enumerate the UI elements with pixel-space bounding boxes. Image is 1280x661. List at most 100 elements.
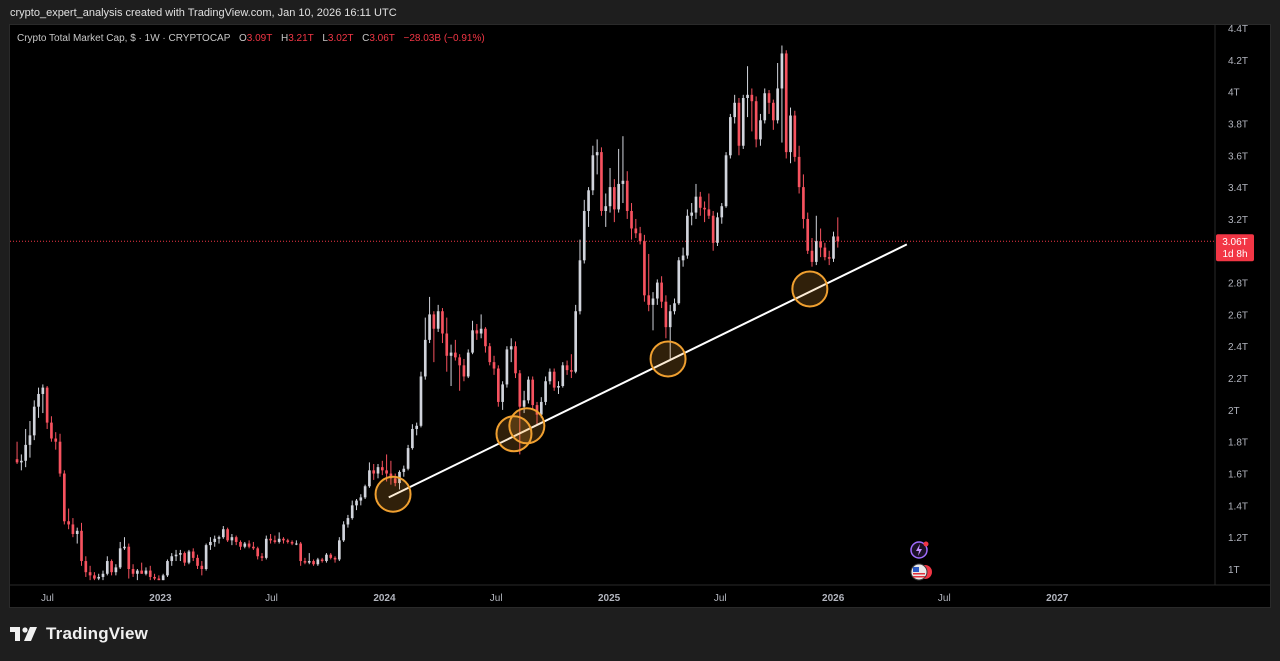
- candle-body[interactable]: [789, 115, 792, 153]
- candle-body[interactable]: [140, 570, 144, 574]
- candle-body[interactable]: [179, 553, 182, 555]
- candle-body[interactable]: [101, 573, 105, 577]
- candle-body[interactable]: [273, 540, 277, 542]
- candle-body[interactable]: [286, 540, 290, 542]
- candle-body[interactable]: [441, 311, 444, 334]
- candle-body[interactable]: [587, 190, 590, 211]
- touch-point-circle[interactable]: [374, 475, 412, 513]
- candle-body[interactable]: [638, 233, 642, 242]
- candle-body[interactable]: [320, 559, 324, 562]
- candle-body[interactable]: [522, 400, 526, 407]
- candle-body[interactable]: [806, 218, 810, 251]
- candle-body[interactable]: [363, 486, 367, 498]
- candle-body[interactable]: [741, 98, 745, 146]
- candle-body[interactable]: [204, 545, 208, 569]
- candle-body[interactable]: [110, 561, 113, 573]
- candle-body[interactable]: [243, 543, 247, 547]
- candle-body[interactable]: [295, 543, 298, 545]
- candle-body[interactable]: [484, 328, 487, 347]
- candle-body[interactable]: [694, 196, 698, 213]
- candle-body[interactable]: [187, 551, 191, 563]
- candle-body[interactable]: [582, 210, 586, 261]
- candle-body[interactable]: [406, 448, 410, 469]
- candle-body[interactable]: [548, 371, 552, 382]
- candle-body[interactable]: [105, 561, 109, 574]
- candle-body[interactable]: [234, 537, 238, 542]
- candle-body[interactable]: [630, 210, 633, 229]
- candle-body[interactable]: [269, 538, 272, 541]
- candle-body[interactable]: [419, 376, 423, 426]
- candle-body[interactable]: [393, 478, 397, 484]
- candle-body[interactable]: [759, 120, 762, 140]
- candle-body[interactable]: [492, 362, 496, 369]
- candle-body[interactable]: [591, 155, 595, 191]
- candle-body[interactable]: [449, 352, 453, 356]
- candle-body[interactable]: [312, 561, 315, 565]
- candle-body[interactable]: [118, 548, 122, 568]
- candle-body[interactable]: [475, 330, 479, 334]
- candle-body[interactable]: [681, 255, 685, 261]
- candle-body[interactable]: [183, 553, 186, 563]
- candle-body[interactable]: [15, 459, 19, 463]
- candle-body[interactable]: [733, 102, 736, 118]
- candle-body[interactable]: [625, 180, 629, 211]
- candle-body[interactable]: [608, 187, 612, 207]
- candle-body[interactable]: [62, 473, 66, 522]
- candle-body[interactable]: [698, 196, 702, 208]
- candle-body[interactable]: [471, 330, 474, 353]
- candle-body[interactable]: [256, 548, 260, 557]
- candle-body[interactable]: [174, 554, 178, 557]
- candle-body[interactable]: [338, 540, 341, 560]
- candle-body[interactable]: [97, 576, 101, 579]
- candle-body[interactable]: [771, 102, 775, 121]
- candle-body[interactable]: [716, 217, 719, 243]
- candle-body[interactable]: [544, 381, 547, 402]
- candle-body[interactable]: [350, 505, 354, 519]
- candle-body[interactable]: [221, 529, 225, 538]
- candle-body[interactable]: [67, 521, 70, 525]
- candle-body[interactable]: [368, 470, 371, 487]
- candle-body[interactable]: [329, 554, 333, 558]
- candle-body[interactable]: [707, 209, 711, 216]
- candle-body[interactable]: [832, 236, 835, 259]
- candle-body[interactable]: [668, 311, 672, 328]
- candle-body[interactable]: [462, 365, 466, 377]
- candle-body[interactable]: [690, 212, 694, 216]
- candle-body[interactable]: [24, 444, 27, 461]
- candle-body[interactable]: [166, 561, 169, 576]
- candle-body[interactable]: [148, 570, 152, 577]
- candle-body[interactable]: [80, 530, 83, 562]
- candlestick-chart[interactable]: 1T 1.2T 1.4T 1.6T 1.8T 2T 2.2T 2.4T 2.6T 2.8T 3.2T…: [10, 25, 1270, 607]
- candle-body[interactable]: [247, 543, 251, 547]
- candle-body[interactable]: [466, 352, 470, 377]
- candle-body[interactable]: [501, 384, 504, 402]
- candle-body[interactable]: [617, 183, 620, 210]
- candle-body[interactable]: [655, 282, 659, 299]
- candle-body[interactable]: [784, 53, 788, 153]
- candle-body[interactable]: [660, 282, 663, 302]
- candle-body[interactable]: [307, 561, 311, 563]
- candle-body[interactable]: [161, 575, 165, 581]
- candle-body[interactable]: [226, 529, 229, 541]
- candle-body[interactable]: [54, 438, 58, 442]
- candle-body[interactable]: [415, 425, 419, 429]
- candle-body[interactable]: [45, 387, 49, 423]
- candle-body[interactable]: [514, 346, 517, 374]
- candle-body[interactable]: [385, 470, 388, 474]
- candle-body[interactable]: [428, 314, 431, 340]
- candle-body[interactable]: [213, 538, 217, 542]
- candle-body[interactable]: [754, 101, 758, 140]
- candle-body[interactable]: [114, 567, 118, 573]
- candle-body[interactable]: [802, 187, 805, 219]
- candle-body[interactable]: [729, 117, 732, 156]
- candle-body[interactable]: [325, 554, 328, 562]
- candle-body[interactable]: [50, 422, 53, 439]
- candle-body[interactable]: [342, 524, 345, 541]
- candle-body[interactable]: [372, 470, 376, 474]
- candle-body[interactable]: [836, 236, 840, 242]
- candle-body[interactable]: [750, 94, 754, 102]
- candle-body[interactable]: [535, 405, 539, 415]
- candle-body[interactable]: [136, 570, 139, 574]
- candle-body[interactable]: [32, 406, 36, 436]
- candle-body[interactable]: [724, 155, 728, 207]
